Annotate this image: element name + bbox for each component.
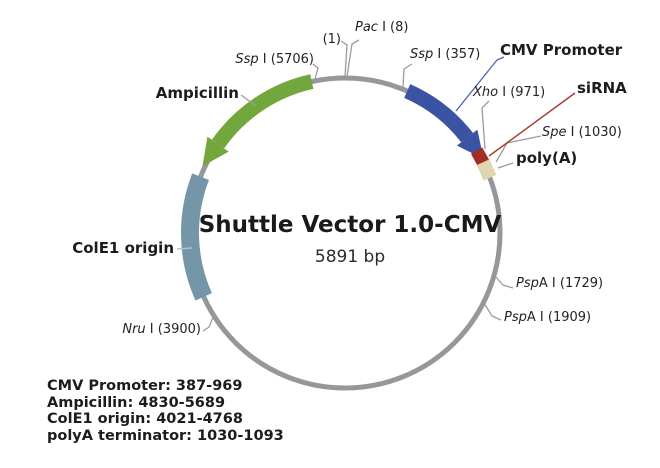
site-label-nruI-3900: Nru I (3900) — [122, 322, 201, 337]
site-label-sspI-5706: Ssp I (5706) — [235, 52, 314, 67]
leader-pspaI-1909 — [483, 302, 502, 321]
enzyme-name: Psp — [516, 276, 539, 291]
leader-sirna — [488, 92, 576, 157]
site-text: I (3900) — [145, 322, 201, 337]
site-label-xhoI-971: Xho I (971) — [473, 85, 546, 100]
ampicillin-arrow-body — [211, 74, 314, 149]
leader-sspI-5706 — [312, 63, 319, 80]
enzyme-name: Pac — [355, 20, 378, 35]
plasmid-title: Shuttle Vector 1.0-CMV — [198, 212, 502, 238]
plasmid-size: 5891 bp — [314, 247, 386, 267]
site-text: I (8) — [377, 20, 409, 35]
leader-sspI-357 — [402, 63, 413, 88]
leader-nruI-3900 — [202, 314, 215, 332]
leader-polya — [497, 162, 514, 169]
enzyme-name: Xho — [473, 85, 499, 100]
feature-label-polya: poly(A) — [516, 149, 578, 167]
ampicillin-arrow-head — [202, 136, 229, 167]
enzyme-name: Nru — [122, 322, 146, 337]
leader-xhoI-971 — [481, 100, 490, 150]
leader-origin-1 — [340, 40, 348, 77]
enzyme-name: Psp — [504, 310, 527, 325]
leader-pspaI-1729 — [493, 274, 514, 289]
cole1-origin-arc — [181, 173, 212, 301]
cmv-promoter-arrow-body — [404, 84, 474, 143]
feature-label-cmv-promoter: CMV Promoter — [500, 41, 623, 59]
leader-cole1 — [176, 247, 193, 250]
site-label-pspaI-1729: PspA I (1729) — [516, 276, 604, 291]
leader-cmv-promoter — [455, 56, 505, 112]
legend-line-cmv: CMV Promoter: 387-969 — [47, 378, 243, 394]
site-text: I (5706) — [258, 52, 314, 67]
legend-line-ampicillin: Ampicillin: 4830-5689 — [47, 394, 226, 411]
enzyme-name: Ssp — [410, 47, 434, 62]
feature-label-cole1: ColE1 origin — [72, 239, 174, 257]
enzyme-name: Ssp — [235, 52, 259, 67]
feature-coordinates-legend: CMV Promoter: 387-969 Ampicillin: 4830-5… — [47, 378, 284, 444]
site-text: I (971) — [498, 85, 546, 100]
enzyme-name: Spe — [542, 125, 567, 140]
legend-line-polya: polyA terminator: 1030-1093 — [47, 427, 284, 444]
feature-label-ampicillin: Ampicillin — [155, 84, 239, 102]
site-text: I (1030) — [566, 125, 622, 140]
site-text: I (357) — [433, 47, 481, 62]
leader-pacI-8 — [346, 39, 360, 77]
site-label-speI-1030: Spe I (1030) — [542, 125, 622, 140]
site-label-pacI-8: Pac I (8) — [355, 20, 409, 35]
polya-marker — [476, 159, 497, 181]
site-label-pspaI-1909: PspA I (1909) — [504, 310, 592, 325]
site-text: (1) — [322, 32, 341, 47]
leader-ampicillin — [240, 94, 257, 107]
feature-label-sirna: siRNA — [577, 79, 627, 97]
site-text: A I (1909) — [526, 310, 592, 325]
legend-line-cole1: ColE1 origin: 4021-4768 — [47, 411, 243, 427]
site-label-origin-1: (1) — [322, 32, 341, 47]
site-label-sspI-357: Ssp I (357) — [410, 47, 481, 62]
site-text: A I (1729) — [538, 276, 604, 291]
